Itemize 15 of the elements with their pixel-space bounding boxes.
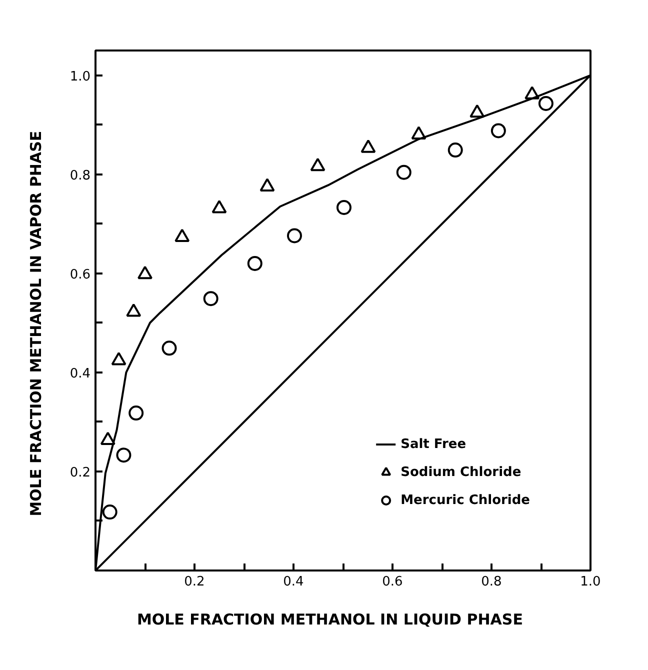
y-tick-label: 0.4 — [70, 366, 91, 382]
legend-label: Sodium Chloride — [400, 464, 522, 480]
y-tick-label: 0.6 — [70, 267, 91, 282]
y-axis-title: MOLE FRACTION METHANOL IN VAPOR PHASE — [26, 130, 45, 516]
x-axis-title: MOLE FRACTION METHANOL IN LIQUID PHASE — [136, 610, 523, 628]
x-tick-label: 0.4 — [283, 574, 304, 590]
x-tick-label: 0.2 — [184, 574, 205, 590]
x-tick-label: 0.6 — [382, 574, 403, 590]
x-tick-label: 0.8 — [481, 574, 502, 590]
legend-label: Salt Free — [400, 436, 466, 452]
legend-label: Mercuric Chloride — [400, 492, 530, 508]
y-tick-label: 0.2 — [70, 465, 91, 480]
x-tick-label: 1.0 — [580, 574, 601, 590]
y-tick-label: 1.0 — [70, 69, 91, 84]
y-tick-label: 0.8 — [70, 168, 91, 184]
